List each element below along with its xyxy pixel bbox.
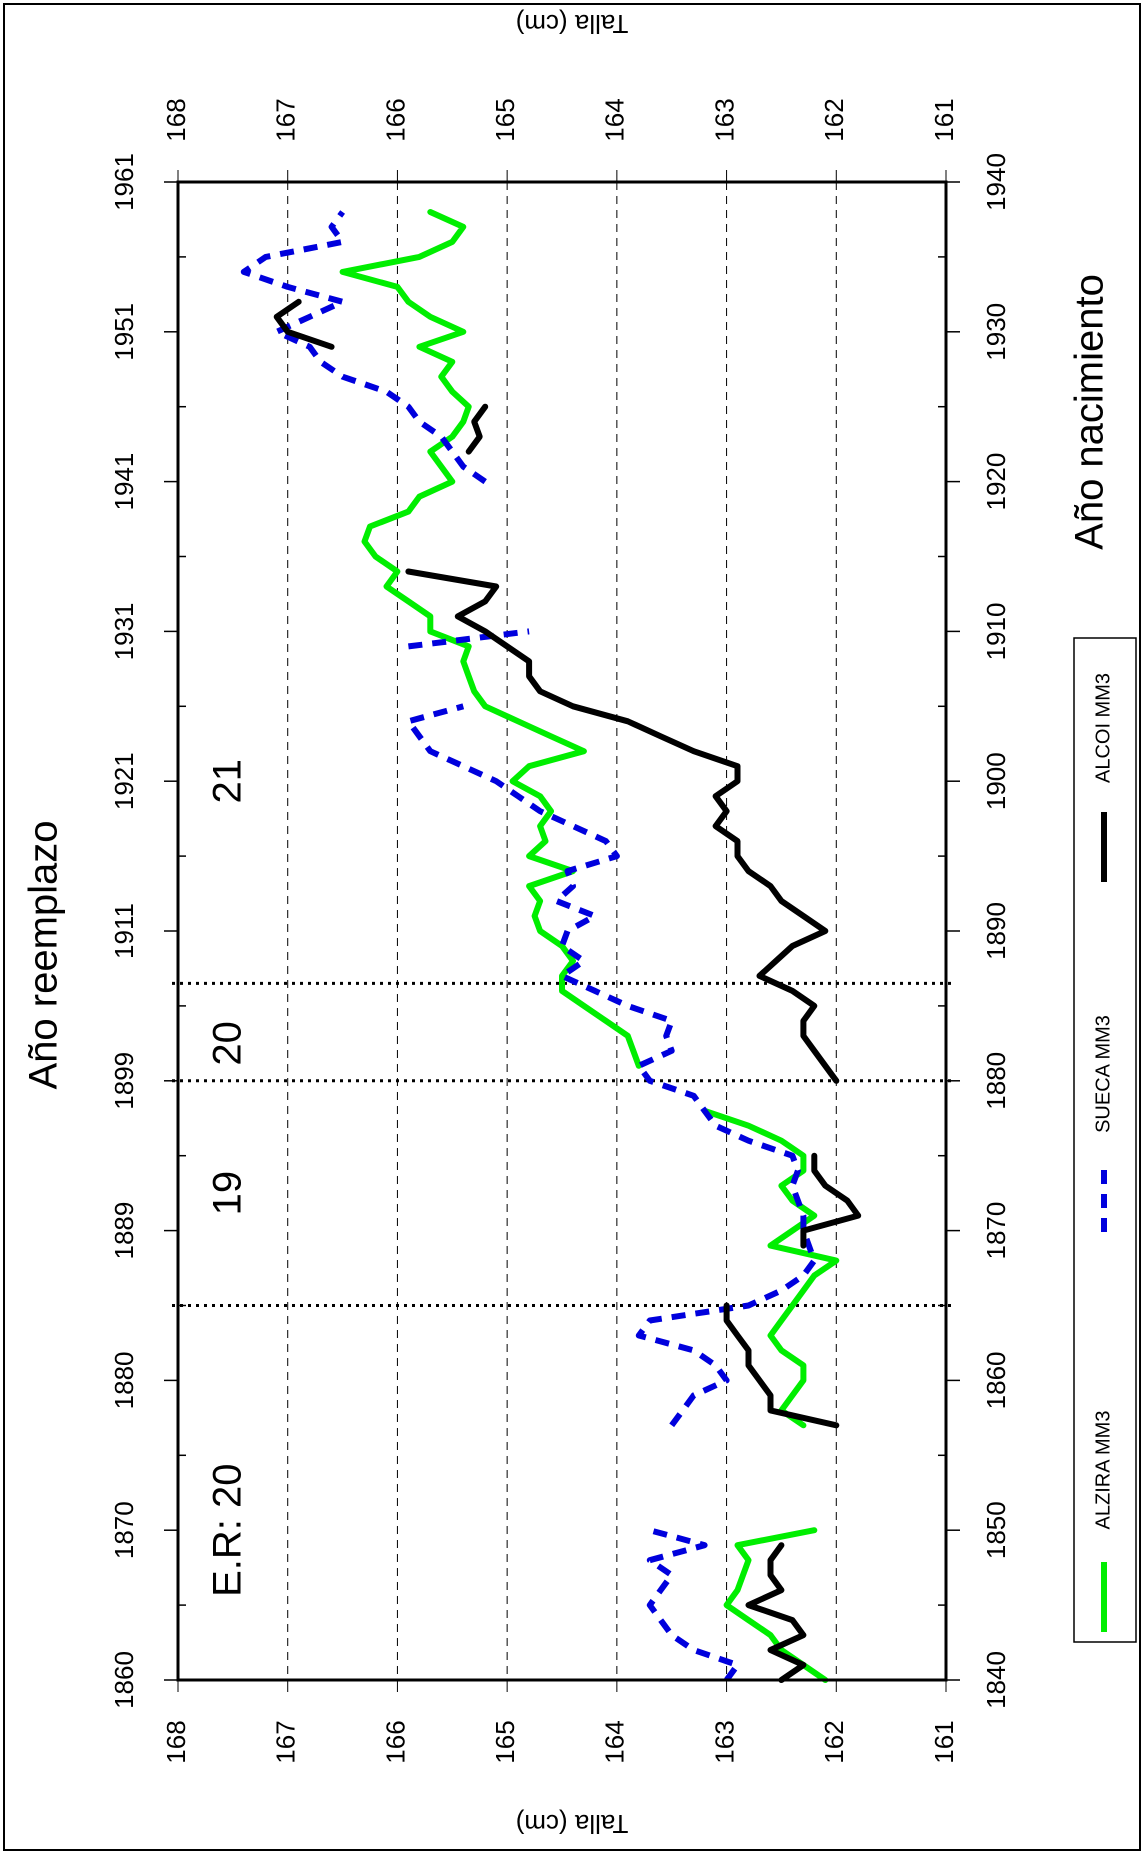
y-tick-label-bottom: 166 [380, 1720, 410, 1763]
replacement-year-tick-label: 1911 [109, 903, 139, 959]
legend-label-alcoi: ALCOI MM3 [1092, 673, 1114, 783]
regime-lines [172, 981, 952, 1307]
legend: ALZIRA MM3 SUECA MM3 ALCOI MM3 [1073, 637, 1137, 1643]
series-line-alcoi-mm3 [273, 298, 335, 350]
y-tick-label-top: 162 [819, 98, 849, 141]
series-line-sueca-mm3 [240, 210, 487, 485]
y-tick-label-top: 166 [380, 98, 410, 141]
series-line-alcoi-mm3 [723, 1302, 840, 1429]
y-tick-label-top: 164 [600, 98, 630, 141]
series-line-alcoi-mm3 [800, 1152, 862, 1249]
replacement-year-tick-label: 1860 [109, 1651, 139, 1709]
y-tick-label-top: 163 [709, 98, 739, 141]
series-line-sueca-mm3 [408, 628, 530, 650]
series-line-alcoi-mm3 [405, 568, 840, 1084]
annotation-label: 21 [206, 759, 250, 804]
y-tick-label-top: 161 [929, 98, 959, 141]
legend-label-sueca: SUECA MM3 [1092, 1015, 1114, 1133]
replacement-year-tick-label: 1889 [109, 1202, 139, 1260]
birth-year-tick-label: 1850 [981, 1501, 1011, 1559]
series-line-alcoi-mm3 [465, 403, 489, 455]
birth-year-tick-label: 1900 [981, 752, 1011, 810]
y-axis-title-top: Talla (cm) [516, 9, 629, 39]
birth-year-tick-label: 1860 [981, 1351, 1011, 1409]
y-tick-label-top: 165 [490, 98, 520, 141]
y-tick-label-bottom: 165 [490, 1720, 520, 1763]
y-tick-label-bottom: 164 [600, 1720, 630, 1763]
x-axis-title-birth: Año nacimiento [1068, 274, 1112, 550]
grid [287, 182, 837, 1680]
y-tick-label-bottom: 163 [709, 1720, 739, 1763]
birth-year-tick-label: 1870 [981, 1202, 1011, 1260]
y-axis-title-bottom: Talla (cm) [516, 1809, 629, 1839]
replacement-year-tick-label: 1921 [109, 752, 139, 810]
series-line-sueca-mm3 [405, 703, 818, 1428]
annotation-label: 19 [206, 1171, 250, 1216]
series-line-alcoi-mm3 [745, 1542, 807, 1683]
series-line-alzira-mm3 [339, 209, 642, 1069]
replacement-year-tick-label: 1931 [109, 602, 139, 660]
legend-box [1073, 637, 1137, 1643]
outer-frame [3, 3, 1141, 1851]
replacement-year-tick-label: 1941 [109, 453, 139, 511]
legend-label-alzira: ALZIRA MM3 [1092, 1411, 1114, 1530]
annotation-label: E.R: 20 [206, 1463, 250, 1596]
y-tick-label-top: 168 [161, 98, 191, 141]
replacement-year-tick-label: 1880 [109, 1351, 139, 1409]
annotation-label: 20 [206, 1021, 250, 1066]
birth-year-tick-label: 1920 [981, 453, 1011, 511]
tick-labels: 168 168 167 167 166 166 165 165 164 164 163 163 162 1… [109, 98, 1011, 1763]
y-tick-label-top: 167 [271, 98, 301, 141]
ticks [164, 170, 960, 1692]
y-tick-label-bottom: 162 [819, 1720, 849, 1763]
series-line-sueca-mm3 [646, 1527, 741, 1682]
birth-year-tick-label: 1910 [981, 602, 1011, 660]
birth-year-tick-label: 1840 [981, 1651, 1011, 1709]
series-line-alzira-mm3 [701, 1107, 840, 1429]
replacement-year-tick-label: 1961 [109, 153, 139, 211]
y-tick-label-bottom: 168 [161, 1720, 191, 1763]
birth-year-tick-label: 1880 [981, 1052, 1011, 1110]
replacement-year-tick-label: 1951 [109, 303, 139, 361]
annotations: E.R: 20 19 20 21 [206, 759, 250, 1597]
series-line-alzira-mm3 [723, 1527, 829, 1683]
birth-year-tick-label: 1940 [981, 153, 1011, 211]
series-group [240, 209, 862, 1683]
birth-year-tick-label: 1890 [981, 902, 1011, 960]
y-tick-label-bottom: 161 [929, 1720, 959, 1763]
birth-year-tick-label: 1930 [981, 303, 1011, 361]
replacement-year-tick-label: 1899 [109, 1052, 139, 1110]
replacement-year-tick-label: 1870 [109, 1501, 139, 1559]
y-tick-label-bottom: 167 [271, 1720, 301, 1763]
x-axis-title-replacement: Año reemplazo [22, 820, 66, 1089]
